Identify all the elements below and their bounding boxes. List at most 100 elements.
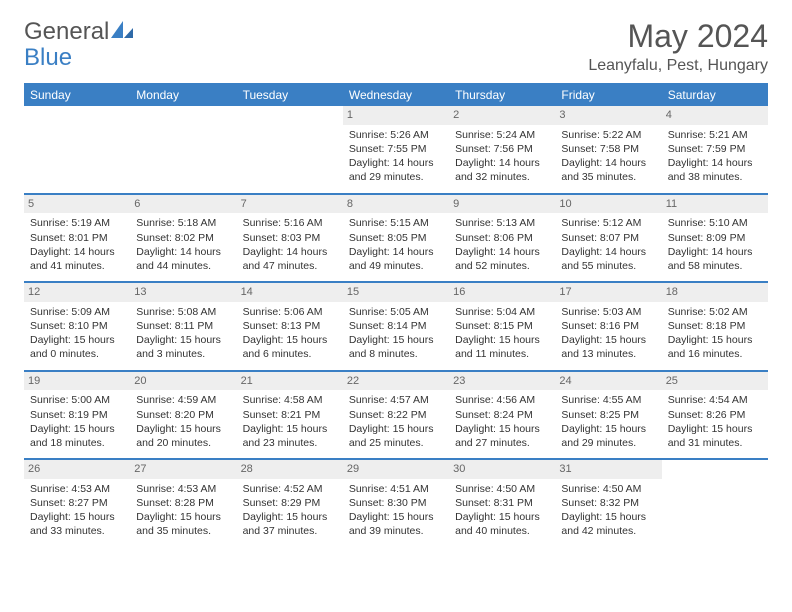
- calendar-cell: 20Sunrise: 4:59 AMSunset: 8:20 PMDayligh…: [130, 371, 236, 460]
- day-number: 21: [237, 372, 343, 391]
- sunrise-line: Sunrise: 5:13 AM: [455, 216, 549, 230]
- daylight-line: Daylight: 15 hours and 42 minutes.: [561, 510, 655, 538]
- daylight-line: Daylight: 15 hours and 20 minutes.: [136, 422, 230, 450]
- day-number: 3: [555, 106, 661, 125]
- title-block: May 2024 Leanyfalu, Pest, Hungary: [588, 18, 768, 75]
- daylight-line: Daylight: 14 hours and 44 minutes.: [136, 245, 230, 273]
- calendar-cell: 8Sunrise: 5:15 AMSunset: 8:05 PMDaylight…: [343, 194, 449, 283]
- day-number: 26: [24, 460, 130, 479]
- calendar-cell: 25Sunrise: 4:54 AMSunset: 8:26 PMDayligh…: [662, 371, 768, 460]
- sunset-line: Sunset: 8:15 PM: [455, 319, 549, 333]
- sunset-line: Sunset: 8:31 PM: [455, 496, 549, 510]
- sunrise-line: Sunrise: 5:08 AM: [136, 305, 230, 319]
- sunrise-line: Sunrise: 4:54 AM: [668, 393, 762, 407]
- calendar-cell: 28Sunrise: 4:52 AMSunset: 8:29 PMDayligh…: [237, 459, 343, 547]
- sunrise-line: Sunrise: 5:26 AM: [349, 128, 443, 142]
- daylight-line: Daylight: 14 hours and 58 minutes.: [668, 245, 762, 273]
- calendar-cell: 5Sunrise: 5:19 AMSunset: 8:01 PMDaylight…: [24, 194, 130, 283]
- sunset-line: Sunset: 8:02 PM: [136, 231, 230, 245]
- sunrise-line: Sunrise: 5:02 AM: [668, 305, 762, 319]
- calendar-cell: 29Sunrise: 4:51 AMSunset: 8:30 PMDayligh…: [343, 459, 449, 547]
- weekday-header: Tuesday: [237, 84, 343, 107]
- calendar-cell: [237, 106, 343, 194]
- calendar-cell: 9 Sunrise: 5:13 AMSunset: 8:06 PMDaylight…: [449, 194, 555, 283]
- sunset-line: Sunset: 8:29 PM: [243, 496, 337, 510]
- weekday-header-row: Sunday Monday Tuesday Wednesday Thursday…: [24, 84, 768, 107]
- sunset-line: Sunset: 8:06 PM: [455, 231, 549, 245]
- sunrise-line: Sunrise: 5:19 AM: [30, 216, 124, 230]
- sunrise-line: Sunrise: 4:52 AM: [243, 482, 337, 496]
- calendar-cell: 6Sunrise: 5:18 AMSunset: 8:02 PMDaylight…: [130, 194, 236, 283]
- daylight-line: Daylight: 15 hours and 23 minutes.: [243, 422, 337, 450]
- sunset-line: Sunset: 8:18 PM: [668, 319, 762, 333]
- sunrise-line: Sunrise: 5:22 AM: [561, 128, 655, 142]
- calendar-cell: 24Sunrise: 4:55 AMSunset: 8:25 PMDayligh…: [555, 371, 661, 460]
- day-number: 1: [343, 106, 449, 125]
- day-number: 28: [237, 460, 343, 479]
- day-number: 30: [449, 460, 555, 479]
- sunrise-line: Sunrise: 4:53 AM: [30, 482, 124, 496]
- day-number: 29: [343, 460, 449, 479]
- daylight-line: Daylight: 15 hours and 13 minutes.: [561, 333, 655, 361]
- sunset-line: Sunset: 8:19 PM: [30, 408, 124, 422]
- day-number: 13: [130, 283, 236, 302]
- day-number: 4: [662, 106, 768, 125]
- daylight-line: Daylight: 14 hours and 29 minutes.: [349, 156, 443, 184]
- calendar-body: 1Sunrise: 5:26 AMSunset: 7:55 PMDaylight…: [24, 106, 768, 547]
- sunset-line: Sunset: 8:27 PM: [30, 496, 124, 510]
- daylight-line: Daylight: 14 hours and 55 minutes.: [561, 245, 655, 273]
- sunset-line: Sunset: 7:56 PM: [455, 142, 549, 156]
- daylight-line: Daylight: 14 hours and 32 minutes.: [455, 156, 549, 184]
- sunset-line: Sunset: 8:13 PM: [243, 319, 337, 333]
- calendar-row: 19Sunrise: 5:00 AMSunset: 8:19 PMDayligh…: [24, 371, 768, 460]
- calendar-cell: 22Sunrise: 4:57 AMSunset: 8:22 PMDayligh…: [343, 371, 449, 460]
- calendar-cell: 18Sunrise: 5:02 AMSunset: 8:18 PMDayligh…: [662, 282, 768, 371]
- day-number: 10: [555, 195, 661, 214]
- weekday-header: Wednesday: [343, 84, 449, 107]
- day-number: 11: [662, 195, 768, 214]
- weekday-header: Friday: [555, 84, 661, 107]
- day-number: 2: [449, 106, 555, 125]
- sunset-line: Sunset: 8:16 PM: [561, 319, 655, 333]
- logo-sail-icon: [111, 18, 133, 46]
- calendar-cell: 26Sunrise: 4:53 AMSunset: 8:27 PMDayligh…: [24, 459, 130, 547]
- calendar-cell: 16Sunrise: 5:04 AMSunset: 8:15 PMDayligh…: [449, 282, 555, 371]
- month-title: May 2024: [588, 18, 768, 55]
- sunset-line: Sunset: 8:20 PM: [136, 408, 230, 422]
- calendar-cell: 19Sunrise: 5:00 AMSunset: 8:19 PMDayligh…: [24, 371, 130, 460]
- daylight-line: Daylight: 15 hours and 8 minutes.: [349, 333, 443, 361]
- header: General May 2024 Leanyfalu, Pest, Hungar…: [24, 18, 768, 75]
- sunset-line: Sunset: 8:28 PM: [136, 496, 230, 510]
- calendar-row: 26Sunrise: 4:53 AMSunset: 8:27 PMDayligh…: [24, 459, 768, 547]
- calendar-cell: [130, 106, 236, 194]
- calendar-cell: 27Sunrise: 4:53 AMSunset: 8:28 PMDayligh…: [130, 459, 236, 547]
- sunset-line: Sunset: 8:05 PM: [349, 231, 443, 245]
- day-number: 12: [24, 283, 130, 302]
- calendar-cell: 15Sunrise: 5:05 AMSunset: 8:14 PMDayligh…: [343, 282, 449, 371]
- daylight-line: Daylight: 14 hours and 47 minutes.: [243, 245, 337, 273]
- calendar-cell: [24, 106, 130, 194]
- sunrise-line: Sunrise: 4:55 AM: [561, 393, 655, 407]
- daylight-line: Daylight: 14 hours and 52 minutes.: [455, 245, 549, 273]
- sunset-line: Sunset: 8:01 PM: [30, 231, 124, 245]
- calendar-cell: 14Sunrise: 5:06 AMSunset: 8:13 PMDayligh…: [237, 282, 343, 371]
- day-number: 9: [449, 195, 555, 214]
- sunrise-line: Sunrise: 5:09 AM: [30, 305, 124, 319]
- day-number: 5: [24, 195, 130, 214]
- calendar-cell: 7Sunrise: 5:16 AMSunset: 8:03 PMDaylight…: [237, 194, 343, 283]
- calendar-cell: [662, 459, 768, 547]
- logo: General: [24, 18, 135, 46]
- sunset-line: Sunset: 8:24 PM: [455, 408, 549, 422]
- sunrise-line: Sunrise: 4:53 AM: [136, 482, 230, 496]
- calendar-cell: 13Sunrise: 5:08 AMSunset: 8:11 PMDayligh…: [130, 282, 236, 371]
- day-number: 31: [555, 460, 661, 479]
- daylight-line: Daylight: 15 hours and 6 minutes.: [243, 333, 337, 361]
- sunrise-line: Sunrise: 5:18 AM: [136, 216, 230, 230]
- day-number: 25: [662, 372, 768, 391]
- sunrise-line: Sunrise: 4:50 AM: [455, 482, 549, 496]
- day-number: 8: [343, 195, 449, 214]
- calendar-table: Sunday Monday Tuesday Wednesday Thursday…: [24, 83, 768, 547]
- calendar-cell: 23Sunrise: 4:56 AMSunset: 8:24 PMDayligh…: [449, 371, 555, 460]
- sunrise-line: Sunrise: 5:12 AM: [561, 216, 655, 230]
- sunrise-line: Sunrise: 5:06 AM: [243, 305, 337, 319]
